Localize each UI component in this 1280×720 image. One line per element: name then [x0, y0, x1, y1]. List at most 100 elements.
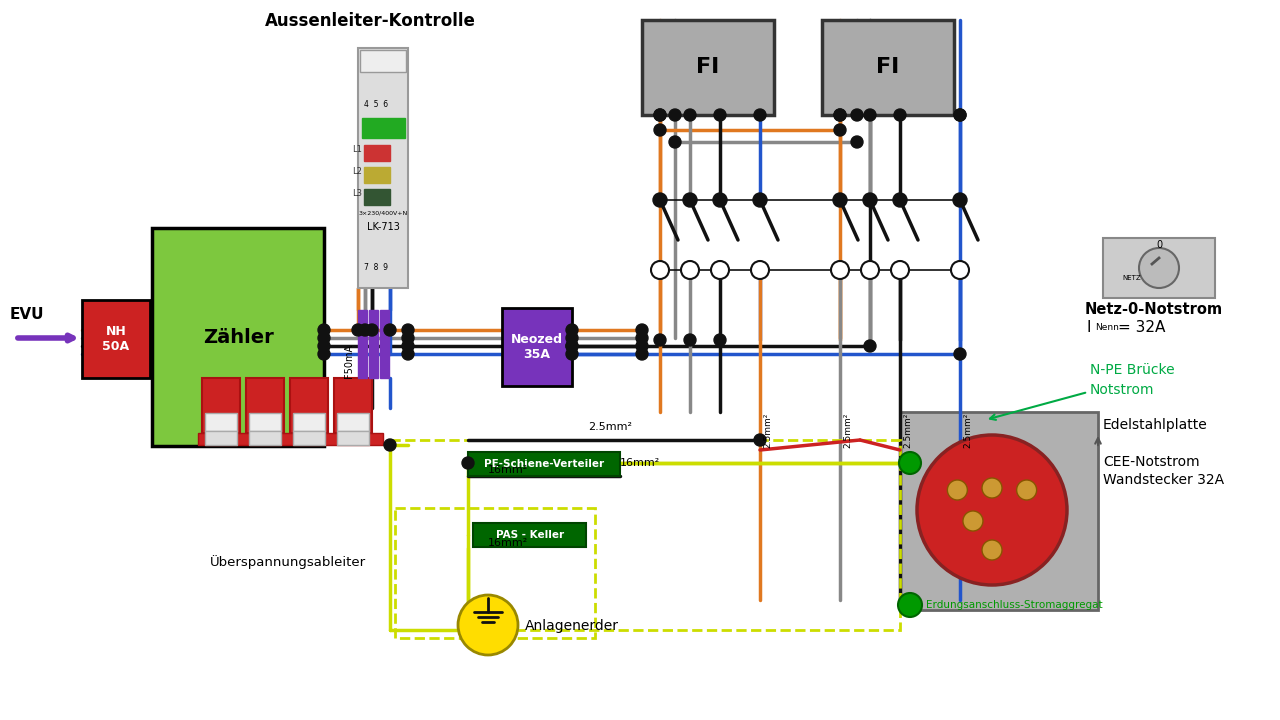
Circle shape — [851, 136, 863, 148]
Circle shape — [566, 324, 579, 336]
Circle shape — [751, 261, 769, 279]
Circle shape — [402, 324, 413, 336]
Bar — [396, 508, 595, 638]
Circle shape — [566, 332, 579, 344]
Bar — [364, 145, 390, 161]
Circle shape — [713, 193, 727, 207]
Text: 16mm²: 16mm² — [488, 538, 529, 548]
Text: L1: L1 — [352, 145, 362, 153]
Text: CEE-Notstrom: CEE-Notstrom — [1103, 455, 1199, 469]
Circle shape — [684, 334, 696, 346]
Circle shape — [652, 261, 669, 279]
Circle shape — [754, 434, 765, 446]
Bar — [205, 431, 237, 445]
Circle shape — [864, 109, 876, 121]
Bar — [369, 310, 378, 378]
Circle shape — [963, 511, 983, 531]
Text: Überspannungsableiter: Überspannungsableiter — [210, 555, 366, 569]
Circle shape — [566, 348, 579, 360]
Circle shape — [654, 334, 666, 346]
Circle shape — [654, 124, 666, 136]
Circle shape — [317, 324, 330, 336]
Circle shape — [893, 109, 906, 121]
Bar — [198, 433, 383, 445]
Circle shape — [947, 480, 968, 500]
Bar — [250, 431, 282, 445]
Circle shape — [402, 348, 413, 360]
Circle shape — [684, 193, 698, 207]
Circle shape — [835, 109, 846, 121]
Bar — [246, 378, 284, 433]
Text: 2.5mm²: 2.5mm² — [588, 422, 632, 432]
Text: 2.5mm²: 2.5mm² — [902, 413, 911, 448]
Text: FI: FI — [696, 57, 719, 77]
Bar — [337, 431, 369, 445]
Circle shape — [1139, 248, 1179, 288]
Bar — [900, 412, 1098, 610]
Circle shape — [982, 478, 1002, 498]
Bar — [358, 48, 408, 288]
Bar — [364, 167, 390, 183]
Text: Neozed
35A: Neozed 35A — [511, 333, 563, 361]
Text: NH
50A: NH 50A — [102, 325, 129, 353]
Text: 2.5mm²: 2.5mm² — [963, 413, 972, 448]
Circle shape — [899, 452, 922, 474]
Circle shape — [317, 340, 330, 352]
Circle shape — [317, 348, 330, 360]
Circle shape — [366, 324, 378, 336]
Circle shape — [864, 340, 876, 352]
Bar — [152, 228, 324, 446]
Circle shape — [681, 261, 699, 279]
Text: 0: 0 — [1156, 240, 1162, 250]
Bar — [1103, 238, 1215, 298]
Text: FI: FI — [877, 57, 900, 77]
Text: Edelstahlplatte: Edelstahlplatte — [1103, 418, 1208, 432]
Bar — [390, 440, 900, 630]
Bar — [334, 378, 372, 433]
Bar — [362, 118, 404, 138]
Circle shape — [402, 332, 413, 344]
Circle shape — [636, 348, 648, 360]
Text: 2.5mm²: 2.5mm² — [844, 413, 852, 448]
Text: 7  8  9: 7 8 9 — [364, 263, 388, 272]
Circle shape — [954, 109, 966, 121]
Circle shape — [863, 193, 877, 207]
Circle shape — [636, 324, 648, 336]
Circle shape — [916, 435, 1068, 585]
Circle shape — [458, 595, 518, 655]
Circle shape — [833, 193, 847, 207]
Text: Nenn: Nenn — [1094, 323, 1119, 332]
Circle shape — [714, 334, 726, 346]
Text: 2.5mm²: 2.5mm² — [763, 413, 772, 448]
Text: Notstrom: Notstrom — [1091, 383, 1155, 397]
Text: LK-713: LK-713 — [366, 222, 399, 232]
Circle shape — [384, 324, 396, 336]
Text: = 32A: = 32A — [1117, 320, 1165, 335]
Circle shape — [636, 340, 648, 352]
Circle shape — [835, 124, 846, 136]
Text: I: I — [1087, 320, 1092, 335]
Text: 16mm²: 16mm² — [620, 458, 660, 468]
Circle shape — [831, 261, 849, 279]
Bar — [822, 20, 954, 115]
Text: Wandstecker 32A: Wandstecker 32A — [1103, 473, 1224, 487]
Text: Aussenleiter-Kontrolle: Aussenleiter-Kontrolle — [265, 12, 475, 30]
Text: PAS - Keller: PAS - Keller — [495, 530, 564, 540]
Bar — [360, 50, 406, 72]
Circle shape — [951, 261, 969, 279]
Circle shape — [899, 593, 922, 617]
Circle shape — [358, 324, 371, 336]
Circle shape — [317, 332, 330, 344]
Bar — [364, 189, 390, 205]
Bar — [358, 310, 367, 378]
Bar — [337, 413, 369, 431]
Circle shape — [954, 109, 966, 121]
Text: Erdungsanschluss-Stromaggregat: Erdungsanschluss-Stromaggregat — [925, 600, 1102, 610]
Bar — [293, 413, 325, 431]
Text: Anlagenerder: Anlagenerder — [525, 619, 620, 633]
Circle shape — [893, 193, 908, 207]
Circle shape — [566, 340, 579, 352]
Circle shape — [653, 193, 667, 207]
Circle shape — [566, 340, 579, 352]
Bar — [293, 431, 325, 445]
